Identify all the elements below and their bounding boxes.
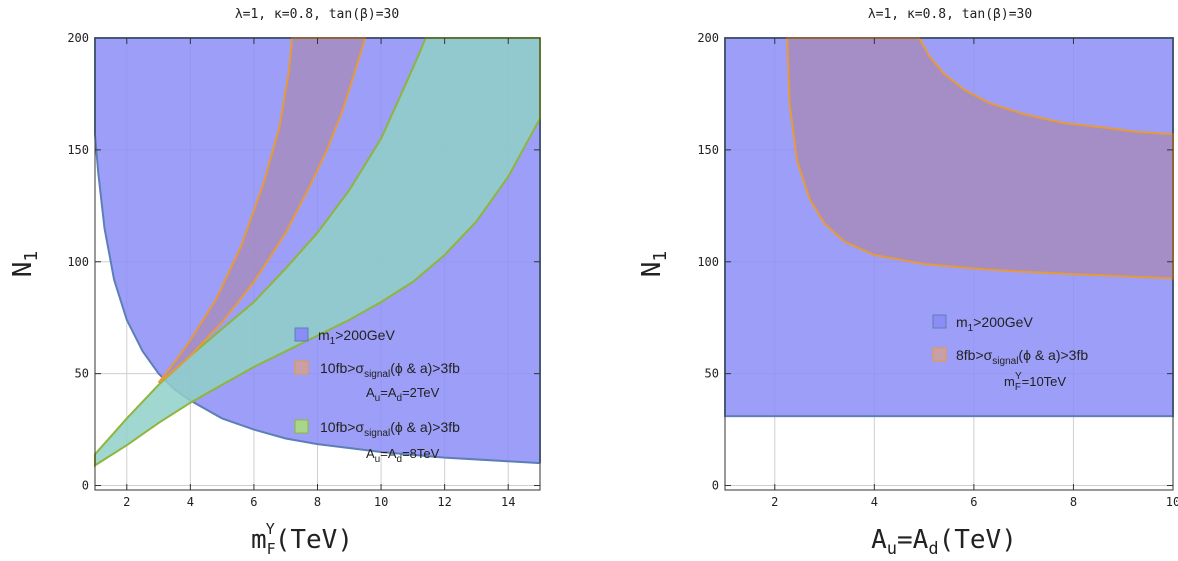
y-tick-label: 200 (697, 31, 719, 45)
y-tick-label: 50 (75, 367, 89, 381)
x-tick-label: 2 (123, 495, 130, 509)
y-tick-label: 100 (697, 255, 719, 269)
left-chart-title: λ=1, κ=0.8, tan(β)=30 (235, 7, 399, 22)
legend-note: mFY=10TeV (1004, 371, 1066, 393)
left-regions (94, 37, 541, 468)
y-tick-label: 100 (67, 255, 89, 269)
legend-label: m1>200GeV (956, 314, 1033, 334)
x-tick-label: 2 (771, 495, 778, 509)
right-x-axis-label: Au=Ad(TeV) (871, 525, 1017, 559)
x-tick-label: 10 (374, 495, 388, 509)
legend-swatch-blue (294, 327, 309, 342)
left-legend-item-orange: 10fb>σsignal(ϕ & a)>3fb Au=Ad=2TeV (294, 360, 460, 404)
legend-note: Au=Ad=8TeV (366, 446, 440, 465)
right-legend: m1>200GeV 8fb>σsignal(ϕ & a)>3fb mFY=10T… (932, 314, 1088, 393)
x-tick-label: 4 (871, 495, 878, 509)
x-tick-label: 4 (187, 495, 194, 509)
left-x-axis-label: mFY(TeV) (251, 520, 353, 558)
legend-swatch-blue (932, 314, 947, 329)
right-plot-frame (724, 37, 1174, 491)
y-tick-label: 50 (705, 367, 719, 381)
left-legend-item-green: 10fb>σsignal(ϕ & a)>3fb Au=Ad=8TeV (294, 419, 460, 465)
y-tick-label: 0 (712, 479, 719, 493)
left-legend: m1>200GeV 10fb>σsignal(ϕ & a)>3fb Au=Ad=… (294, 327, 460, 465)
left-ticks: 2 4 6 8 10 12 14 0 50 100 150 200 (67, 31, 540, 509)
right-y-axis-label: N1 (637, 251, 671, 278)
y-tick-label: 150 (67, 143, 89, 157)
legend-note: Au=Ad=2TeV (366, 385, 440, 404)
left-y-axis-label: N1 (8, 251, 42, 278)
legend-swatch-green (294, 419, 309, 434)
right-chart-title: λ=1, κ=0.8, tan(β)=30 (868, 7, 1032, 22)
legend-label: m1>200GeV (318, 327, 395, 347)
y-tick-label: 150 (697, 143, 719, 157)
x-tick-label: 12 (437, 495, 451, 509)
legend-label: 10fb>σsignal(ϕ & a)>3fb (320, 360, 460, 380)
x-tick-label: 8 (1070, 495, 1077, 509)
right-panel: λ=1, κ=0.8, tan(β)=30 2 4 6 8 10050100150200… (637, 7, 1178, 559)
x-tick-label: 6 (970, 495, 977, 509)
legend-label: 8fb>σsignal(ϕ & a)>3fb (956, 347, 1088, 367)
x-tick-label: 10 (1166, 495, 1178, 509)
right-legend-item-blue: m1>200GeV (932, 314, 1033, 334)
legend-swatch-orange (294, 360, 309, 375)
left-panel: λ=1, κ=0.8, tan(β)=30 2 4 6 8 10 12 14 0 50 100 15… (8, 7, 541, 558)
right-regions (724, 37, 1174, 418)
legend-label: 10fb>σsignal(ϕ & a)>3fb (320, 419, 460, 439)
right-legend-item-orange: 8fb>σsignal(ϕ & a)>3fb mFY=10TeV (932, 347, 1088, 393)
x-tick-label: 8 (314, 495, 321, 509)
x-tick-label: 14 (501, 495, 515, 509)
y-tick-label: 0 (82, 479, 89, 493)
x-tick-label: 6 (250, 495, 257, 509)
left-legend-item-blue: m1>200GeV (294, 327, 395, 347)
region-orange-band-8fb (786, 37, 1174, 280)
legend-swatch-orange (932, 347, 947, 362)
y-tick-label: 200 (67, 31, 89, 45)
